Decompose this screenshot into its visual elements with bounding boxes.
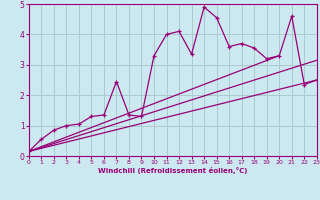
X-axis label: Windchill (Refroidissement éolien,°C): Windchill (Refroidissement éolien,°C): [98, 167, 247, 174]
